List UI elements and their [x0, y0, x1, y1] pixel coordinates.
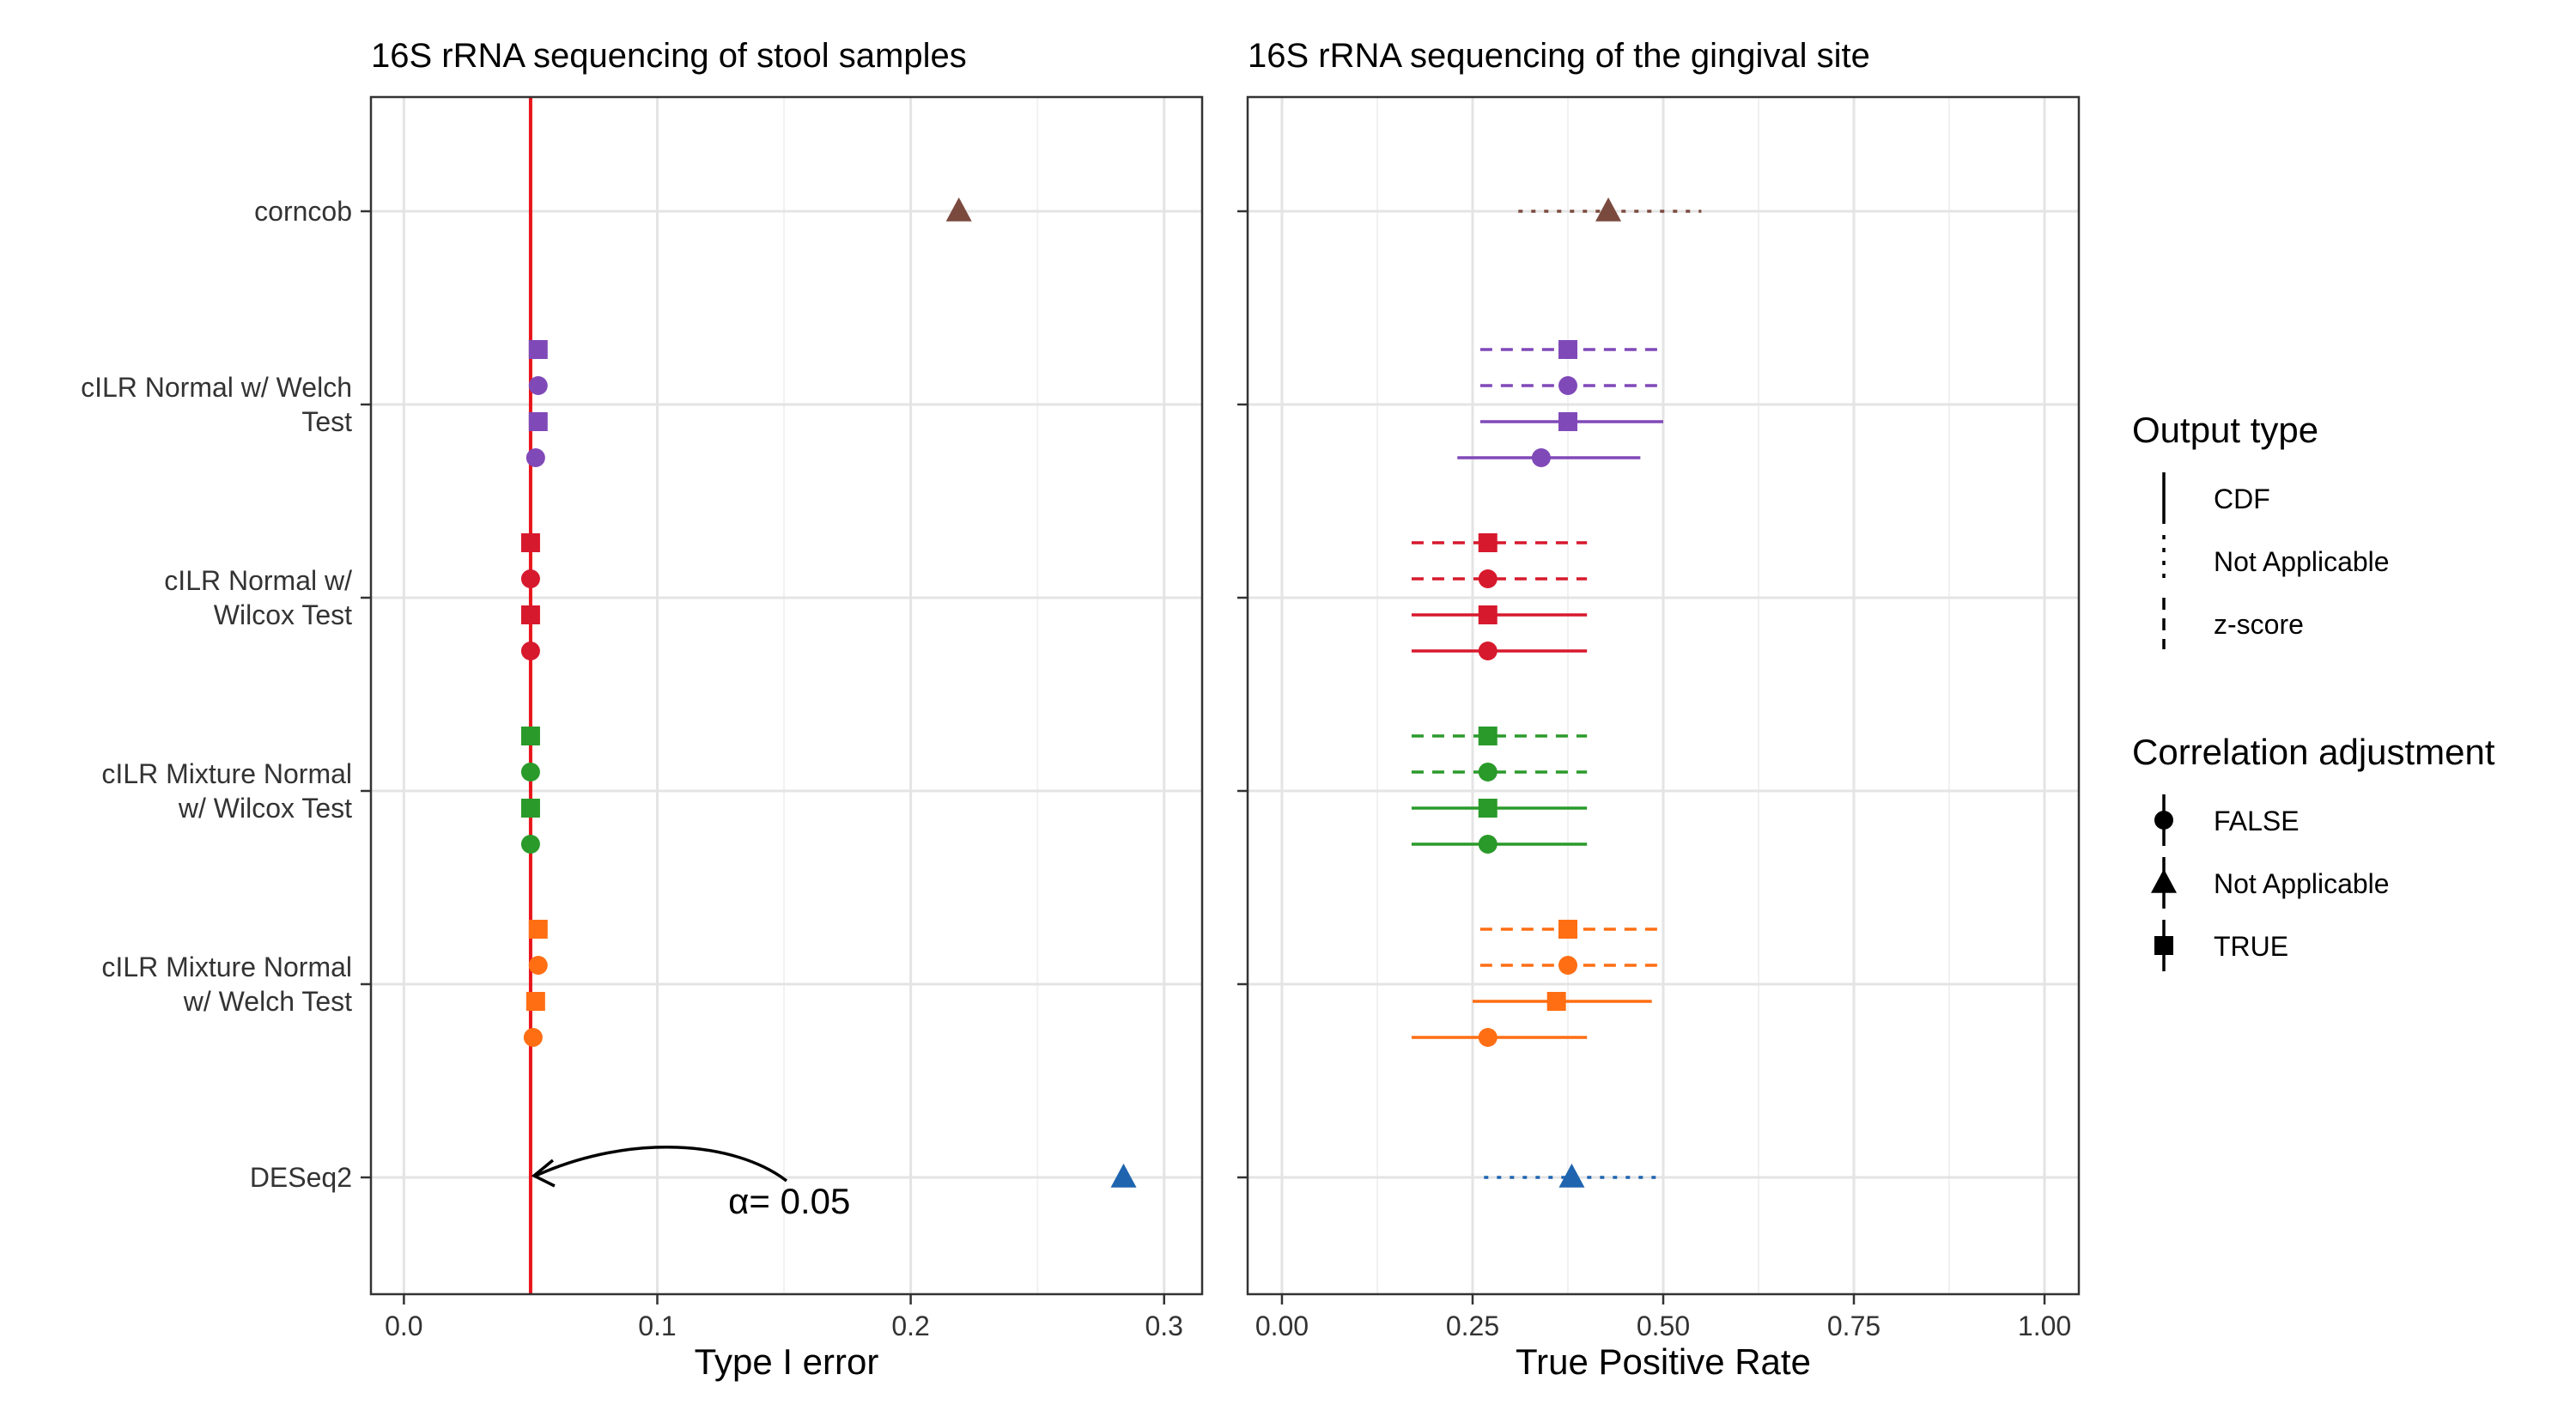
legend-key-triangle — [2151, 868, 2177, 893]
point-cilr-normal-w-wilcox-test-cdf-true — [1478, 605, 1498, 624]
point-cilr-mixture-normal-w-wilcox-test-cdf-false — [1478, 835, 1498, 854]
category-label-line: corncob — [254, 196, 352, 227]
annotation-label: α= 0.05 — [728, 1181, 850, 1221]
annotation-value: = 0.05 — [749, 1181, 850, 1221]
legend-label-z-score: z-score — [2214, 609, 2304, 640]
legend-label-cdf: CDF — [2214, 483, 2270, 514]
point-cilr-mixture-normal-w-welch-test-cdf-false — [1478, 1028, 1498, 1047]
legend-key-square — [2154, 936, 2173, 955]
panel-title: 16S rRNA sequencing of the gingival site — [1248, 37, 1870, 75]
x-tick-label: 0.00 — [1255, 1311, 1309, 1341]
point-cilr-mixture-normal-w-welch-test-z-score-true — [528, 920, 548, 939]
x-axis-title: True Positive Rate — [1516, 1341, 1811, 1382]
panel-2: 0.00 0.25 0.50 0.75 1.00 16S rRNA sequencing … — [1237, 37, 2081, 1382]
annotation-arrowhead — [531, 1159, 556, 1188]
point-cilr-normal-w-wilcox-test-z-score-false — [1478, 569, 1498, 588]
point-cilr-normal-w-wilcox-test-z-score-true — [520, 533, 540, 552]
point-cilr-mixture-normal-w-welch-test-z-score-true — [1558, 920, 1577, 939]
point-cilr-normal-w-wilcox-test-z-score-false — [520, 569, 540, 588]
point-cilr-mixture-normal-w-wilcox-test-cdf-true — [1478, 799, 1498, 818]
point-cilr-mixture-normal-w-wilcox-test-z-score-false — [520, 763, 540, 781]
point-cilr-mixture-normal-w-wilcox-test-z-score-true — [520, 727, 540, 745]
category-label-line: Wilcox Test — [214, 599, 352, 630]
point-cilr-mixture-normal-w-welch-test-cdf-false — [523, 1028, 543, 1047]
point-cilr-mixture-normal-w-welch-test-z-score-false — [528, 956, 548, 975]
point-cilr-normal-w-wilcox-test-cdf-false — [1478, 642, 1498, 660]
x-tick-label: 0.1 — [638, 1311, 676, 1341]
point-cilr-mixture-normal-w-wilcox-test-cdf-true — [520, 799, 540, 818]
point-cilr-normal-w-welch-test-z-score-false — [1558, 376, 1577, 395]
category-label-line: cILR Mixture Normal — [101, 952, 352, 982]
point-cilr-normal-w-welch-test-z-score-true — [1558, 340, 1577, 359]
category-label-line: w/ Wilcox Test — [178, 793, 352, 824]
point-deseq2-not-applicable-not-applicable — [1558, 1163, 1585, 1188]
x-tick-label: 0.25 — [1446, 1311, 1499, 1341]
legend-group-output-type: Output type CDF Not Applicable z-score — [2132, 410, 2390, 649]
point-cilr-mixture-normal-w-wilcox-test-cdf-false — [520, 835, 540, 854]
category-label-line: w/ Welch Test — [183, 986, 352, 1017]
point-corncob-not-applicable-not-applicable — [1595, 197, 1622, 222]
point-corncob-not-applicable-not-applicable — [945, 197, 972, 222]
category-label-line: Test — [301, 406, 352, 437]
x-tick-label: 0.50 — [1637, 1311, 1690, 1341]
x-tick-label: 0.3 — [1145, 1311, 1182, 1341]
x-axis-title: Type I error — [695, 1341, 879, 1382]
point-cilr-normal-w-welch-test-cdf-true — [528, 412, 548, 431]
point-cilr-normal-w-welch-test-z-score-true — [528, 340, 548, 359]
x-tick-label: 0.75 — [1827, 1311, 1880, 1341]
point-cilr-mixture-normal-w-wilcox-test-z-score-false — [1478, 763, 1498, 781]
legend: Output type CDF Not Applicable z-score Corre… — [2132, 410, 2495, 971]
point-cilr-normal-w-welch-test-cdf-false — [1531, 448, 1551, 467]
x-tick-label: 1.00 — [2018, 1311, 2071, 1341]
point-cilr-mixture-normal-w-welch-test-cdf-true — [1546, 992, 1566, 1011]
point-cilr-normal-w-wilcox-test-cdf-true — [520, 605, 540, 624]
x-tick-label: 0.0 — [385, 1311, 422, 1341]
panel-background — [371, 97, 1202, 1294]
category-label-cilr-normal-w-wilcox-test: cILR Normal w/Wilcox Test — [164, 565, 352, 630]
category-label-cilr-normal-w-welch-test: cILR Normal w/ Welch Test — [81, 372, 352, 437]
point-cilr-mixture-normal-w-welch-test-cdf-true — [526, 992, 545, 1011]
category-label-cilr-mixture-normal-w-wilcox-test: cILR Mixture Normal w/ Wilcox Test — [101, 758, 352, 824]
legend-group-correlation-adjustment: Correlation adjustment FALSE Not Applicabl… — [2132, 732, 2495, 971]
category-label-line: DESeq2 — [250, 1162, 352, 1193]
category-label-cilr-mixture-normal-w-welch-test: cILR Mixture Normal w/ Welch Test — [101, 952, 352, 1017]
point-deseq2-not-applicable-not-applicable — [1110, 1163, 1137, 1188]
annotation-symbol: α — [728, 1181, 749, 1221]
legend-key-circle — [2154, 811, 2173, 830]
legend-label-true: TRUE — [2214, 931, 2288, 962]
annotation-arrow — [535, 1146, 788, 1183]
legend-title: Correlation adjustment — [2132, 732, 2495, 772]
point-cilr-normal-w-welch-test-cdf-true — [1558, 412, 1577, 431]
legend-title: Output type — [2132, 410, 2318, 450]
category-label-line: cILR Normal w/ Welch — [81, 372, 352, 403]
point-cilr-mixture-normal-w-wilcox-test-z-score-true — [1478, 727, 1498, 745]
legend-label-false: FALSE — [2214, 806, 2300, 836]
x-tick-label: 0.2 — [891, 1311, 929, 1341]
point-cilr-normal-w-welch-test-z-score-false — [528, 376, 548, 395]
category-label-deseq2: DESeq2 — [250, 1162, 352, 1193]
panel-border — [369, 95, 1204, 1296]
panel-1: α= 0.05 0.0 0.1 0.2 0.3 16S rRNA sequencing o… — [361, 37, 1204, 1382]
legend-label-not-applicable: Not Applicable — [2214, 868, 2390, 899]
category-label-line: cILR Normal w/ — [164, 565, 352, 596]
point-cilr-normal-w-wilcox-test-z-score-true — [1478, 533, 1498, 552]
point-cilr-mixture-normal-w-welch-test-z-score-false — [1558, 956, 1577, 975]
category-label-corncob: corncob — [254, 196, 352, 227]
point-cilr-normal-w-wilcox-test-cdf-false — [520, 642, 540, 660]
point-cilr-normal-w-welch-test-cdf-false — [526, 448, 545, 467]
panel-title: 16S rRNA sequencing of stool samples — [371, 37, 967, 75]
legend-label-not-applicable: Not Applicable — [2214, 546, 2390, 577]
category-label-line: cILR Mixture Normal — [101, 758, 352, 789]
